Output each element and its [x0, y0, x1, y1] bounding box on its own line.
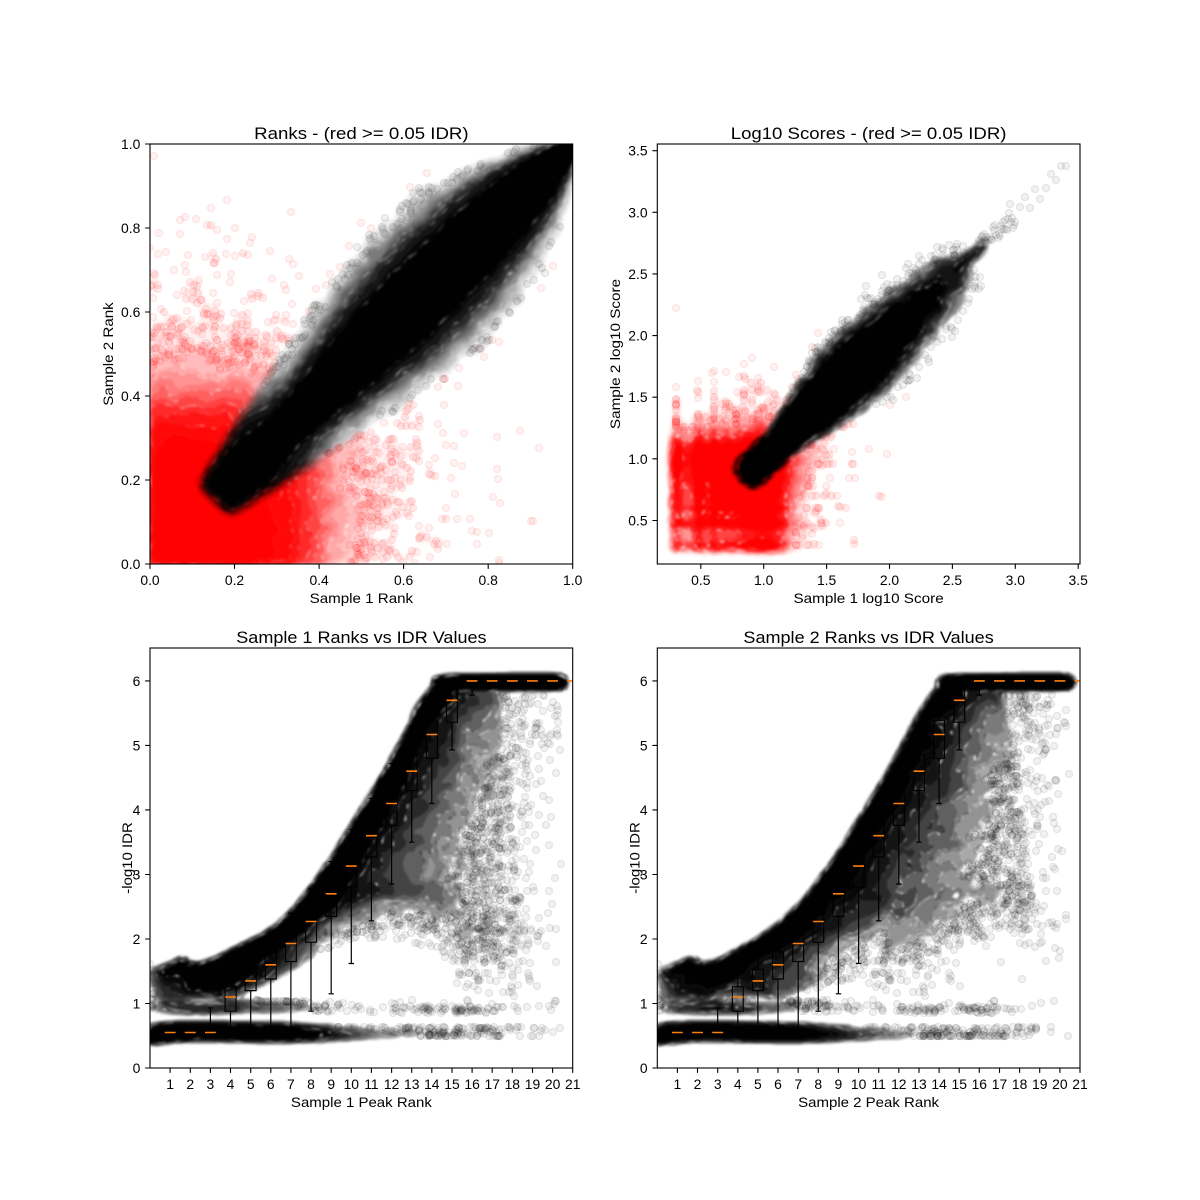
svg-text:2: 2: [640, 931, 648, 947]
svg-text:3: 3: [714, 1076, 722, 1092]
svg-text:0.2: 0.2: [225, 572, 245, 588]
svg-text:16: 16: [972, 1076, 988, 1092]
svg-text:12: 12: [384, 1076, 400, 1092]
svg-text:0.8: 0.8: [121, 220, 141, 236]
svg-text:20: 20: [545, 1076, 561, 1092]
svg-text:0.4: 0.4: [309, 572, 329, 588]
svg-text:0: 0: [133, 1060, 141, 1076]
svg-text:13: 13: [911, 1076, 927, 1092]
svg-text:2: 2: [694, 1076, 702, 1092]
svg-text:4: 4: [734, 1076, 742, 1092]
svg-text:18: 18: [505, 1076, 521, 1092]
svg-text:Sample 1 Rank: Sample 1 Rank: [310, 590, 414, 606]
svg-text:8: 8: [307, 1076, 315, 1092]
svg-text:1: 1: [640, 996, 648, 1012]
svg-text:7: 7: [794, 1076, 802, 1092]
svg-text:3.0: 3.0: [628, 204, 648, 220]
svg-text:15: 15: [444, 1076, 460, 1092]
svg-text:3.0: 3.0: [1006, 572, 1026, 588]
svg-text:Sample 1 Peak Rank: Sample 1 Peak Rank: [291, 1094, 432, 1110]
svg-text:1.0: 1.0: [754, 572, 774, 588]
svg-text:Sample 1 log10 Score: Sample 1 log10 Score: [794, 590, 944, 606]
svg-text:19: 19: [525, 1076, 541, 1092]
svg-text:9: 9: [327, 1076, 335, 1092]
svg-text:6: 6: [267, 1076, 275, 1092]
svg-text:17: 17: [992, 1076, 1008, 1092]
svg-text:2.5: 2.5: [943, 572, 963, 588]
svg-text:19: 19: [1032, 1076, 1048, 1092]
svg-text:Sample 1 Ranks vs IDR Values: Sample 1 Ranks vs IDR Values: [236, 628, 486, 647]
svg-text:2: 2: [186, 1076, 194, 1092]
svg-text:14: 14: [424, 1076, 440, 1092]
svg-text:21: 21: [1072, 1076, 1088, 1092]
svg-text:11: 11: [364, 1076, 379, 1092]
svg-text:0.5: 0.5: [691, 572, 711, 588]
svg-text:10: 10: [851, 1076, 867, 1092]
svg-text:14: 14: [931, 1076, 947, 1092]
svg-text:12: 12: [891, 1076, 907, 1092]
svg-text:Sample 2 log10 Score: Sample 2 log10 Score: [607, 279, 623, 429]
svg-text:17: 17: [484, 1076, 500, 1092]
svg-text:6: 6: [774, 1076, 782, 1092]
svg-text:10: 10: [344, 1076, 360, 1092]
svg-text:-log10 IDR: -log10 IDR: [626, 822, 642, 894]
svg-text:13: 13: [404, 1076, 420, 1092]
svg-text:2: 2: [133, 931, 141, 947]
svg-text:4: 4: [640, 802, 648, 818]
svg-text:6: 6: [133, 673, 141, 689]
svg-text:0: 0: [640, 1060, 648, 1076]
svg-text:1.0: 1.0: [563, 572, 583, 588]
svg-text:15: 15: [951, 1076, 967, 1092]
svg-text:1.5: 1.5: [628, 389, 648, 405]
svg-text:0.0: 0.0: [140, 572, 160, 588]
svg-text:0.5: 0.5: [628, 513, 648, 529]
svg-text:11: 11: [871, 1076, 886, 1092]
svg-text:0.0: 0.0: [121, 556, 141, 572]
svg-text:5: 5: [640, 737, 648, 753]
svg-text:16: 16: [464, 1076, 480, 1092]
svg-text:1.0: 1.0: [628, 451, 648, 467]
svg-text:3.5: 3.5: [628, 143, 648, 159]
svg-text:2.0: 2.0: [880, 572, 900, 588]
svg-text:5: 5: [247, 1076, 255, 1092]
svg-text:Sample 2 Peak Rank: Sample 2 Peak Rank: [798, 1094, 939, 1110]
svg-text:20: 20: [1052, 1076, 1068, 1092]
svg-text:8: 8: [814, 1076, 822, 1092]
svg-text:5: 5: [133, 737, 141, 753]
svg-text:1.0: 1.0: [121, 136, 141, 152]
svg-text:18: 18: [1012, 1076, 1028, 1092]
svg-text:4: 4: [133, 802, 141, 818]
svg-text:0.6: 0.6: [121, 304, 141, 320]
svg-text:Log10 Scores - (red >= 0.05 ID: Log10 Scores - (red >= 0.05 IDR): [731, 124, 1007, 143]
svg-text:9: 9: [835, 1076, 843, 1092]
svg-text:1: 1: [166, 1076, 174, 1092]
svg-text:1: 1: [674, 1076, 682, 1092]
svg-text:Ranks - (red >= 0.05 IDR): Ranks - (red >= 0.05 IDR): [254, 124, 468, 143]
svg-text:3.5: 3.5: [1069, 572, 1089, 588]
svg-text:7: 7: [287, 1076, 295, 1092]
svg-text:Sample 2 Ranks vs IDR Values: Sample 2 Ranks vs IDR Values: [743, 628, 993, 647]
svg-text:3: 3: [207, 1076, 215, 1092]
svg-text:5: 5: [754, 1076, 762, 1092]
svg-text:4: 4: [227, 1076, 235, 1092]
svg-text:Sample 2 Rank: Sample 2 Rank: [100, 302, 116, 406]
svg-text:0.4: 0.4: [121, 388, 141, 404]
svg-text:0.8: 0.8: [479, 572, 499, 588]
svg-text:-log10 IDR: -log10 IDR: [119, 822, 135, 894]
svg-text:21: 21: [565, 1076, 581, 1092]
svg-text:0.6: 0.6: [394, 572, 414, 588]
svg-text:2.5: 2.5: [628, 266, 648, 282]
svg-text:0.2: 0.2: [121, 472, 141, 488]
svg-text:1: 1: [133, 996, 141, 1012]
svg-text:1.5: 1.5: [817, 572, 837, 588]
svg-text:2.0: 2.0: [628, 328, 648, 344]
svg-text:6: 6: [640, 673, 648, 689]
